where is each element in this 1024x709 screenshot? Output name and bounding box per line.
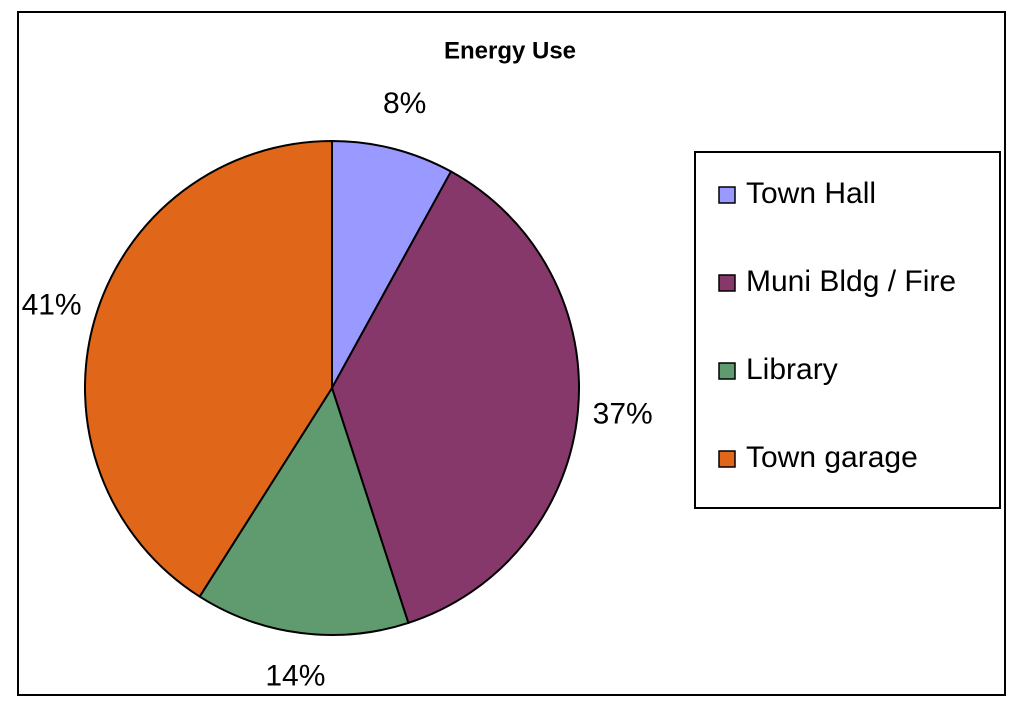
pie-slice	[198, 385, 410, 636]
legend-swatch	[718, 274, 736, 292]
legend-swatch	[718, 450, 736, 468]
data-label: 37%	[593, 397, 653, 430]
pie-slice	[330, 170, 580, 625]
legend-label: Town garage	[746, 441, 918, 474]
legend-swatch	[718, 186, 736, 204]
legend-swatch	[718, 362, 736, 380]
chart-title: Energy Use	[444, 37, 576, 64]
legend-label: Library	[746, 353, 838, 386]
legend-label: Muni Bldg / Fire	[746, 265, 956, 298]
pie-slice	[331, 139, 453, 389]
data-label: 41%	[22, 288, 82, 321]
data-label: 8%	[383, 87, 426, 120]
legend-box	[694, 151, 1001, 509]
data-label: 14%	[265, 660, 325, 693]
legend-label: Town Hall	[746, 177, 876, 210]
pie-slice	[84, 139, 333, 598]
